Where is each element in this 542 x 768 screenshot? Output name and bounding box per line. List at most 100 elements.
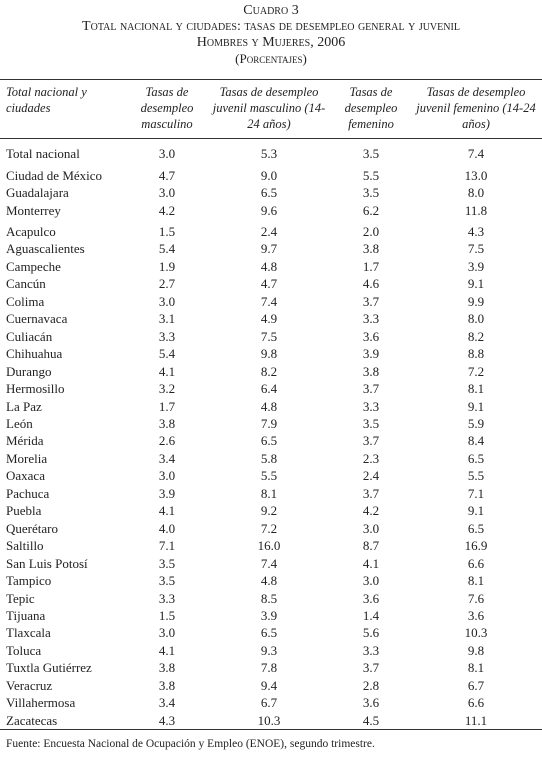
rate-cell: 3.7: [362, 293, 380, 309]
rate-cell: 1.4: [362, 608, 380, 623]
rate-cell: 9.7: [260, 241, 278, 257]
rate-cell: 3.5: [158, 555, 176, 571]
rate-cell: 4.1: [158, 363, 176, 379]
rate-cell: 7.5: [260, 328, 278, 344]
rate-cell: 9.2: [260, 503, 278, 519]
table-row: Oaxaca 3.0 5.5 2.4 5.5: [0, 467, 542, 484]
rate-cell: 4.8: [260, 573, 278, 589]
rate-cell: 7.1: [467, 485, 485, 501]
rate-cell: 3.3: [362, 398, 380, 414]
rate-cell: 2.4: [362, 468, 380, 484]
rate-cell: 3.6: [362, 590, 380, 606]
rate-cell: 3.3: [362, 642, 380, 658]
rate-cell: 8.0: [467, 311, 485, 327]
rate-cell: 3.6: [362, 695, 380, 711]
table-row: Guadalajara 3.0 6.5 3.5 8.0: [0, 184, 542, 201]
rate-cell: 3.0: [158, 185, 176, 201]
city-name: Colima: [6, 293, 45, 309]
rate-cell: 7.4: [467, 146, 485, 162]
rate-cell: 3.0: [158, 293, 176, 309]
rate-cell: 9.1: [467, 398, 485, 414]
column-header: Tasas de desempleo juvenil masculino (14…: [206, 79, 332, 139]
rate-cell: 3.6: [362, 328, 380, 344]
city-name: Pachuca: [6, 485, 50, 501]
rate-cell: 4.2: [158, 202, 176, 218]
rate-cell: 7.9: [260, 416, 278, 432]
rate-cell: 2.4: [260, 224, 278, 240]
rate-cell: 8.1: [467, 381, 485, 397]
rate-cell: 3.3: [158, 590, 176, 606]
rate-cell: 6.5: [467, 520, 485, 536]
city-name: Tampico: [6, 573, 52, 589]
city-name: Culiacán: [6, 328, 53, 344]
table-row: Morelia 3.4 5.8 2.3 6.5: [0, 450, 542, 467]
city-name: Chihuahua: [6, 346, 63, 362]
rate-cell: 3.7: [362, 381, 380, 397]
city-name: Morelia: [6, 450, 48, 466]
table-unit: (Porcentajes): [235, 51, 307, 66]
city-name: Ciudad de México: [6, 167, 103, 183]
table-head: Total nacional y ciudades Tasas de desemp…: [0, 79, 542, 139]
column-header: Tasas de desempleo juvenil femenino (14-…: [410, 79, 542, 139]
table-number: Cuadro 3: [243, 3, 299, 18]
rate-cell: 9.4: [260, 677, 278, 693]
rate-cell: 7.5: [467, 241, 485, 257]
table-row: Querétaro 4.0 7.2 3.0 6.5: [0, 520, 542, 537]
table-row: Cancún 2.7 4.7 4.6 9.1: [0, 275, 542, 292]
city-name: Tuxtla Gutiérrez: [6, 660, 92, 676]
city-name: Monterrey: [6, 202, 61, 218]
table-row: Tepic 3.3 8.5 3.6 7.6: [0, 589, 542, 606]
rate-cell: 3.4: [158, 695, 176, 711]
city-name: Acapulco: [6, 224, 56, 240]
rate-cell: 3.9: [467, 258, 485, 274]
rate-cell: 4.1: [158, 503, 176, 519]
rate-cell: 9.3: [260, 642, 278, 658]
rate-cell: 3.3: [158, 328, 176, 344]
rate-cell: 1.7: [158, 398, 176, 414]
rate-cell: 4.8: [260, 398, 278, 414]
rate-cell: 3.8: [158, 677, 176, 693]
rate-cell: 5.5: [362, 167, 380, 183]
rate-cell: 1.5: [158, 608, 176, 623]
source-note: Fuente: Encuesta Nacional de Ocupación y…: [6, 737, 375, 750]
city-name: Hermosillo: [6, 381, 65, 397]
rate-cell: 3.4: [158, 450, 176, 466]
table-row: Chihuahua 5.4 9.8 3.9 8.8: [0, 345, 542, 362]
city-name: Puebla: [6, 503, 42, 519]
rate-cell: 5.8: [260, 450, 278, 466]
rate-cell: 7.6: [467, 590, 485, 606]
rate-cell: 3.0: [158, 625, 176, 641]
rate-cell: 7.2: [467, 363, 485, 379]
rate-cell: 3.5: [158, 573, 176, 589]
rate-cell: 3.5: [362, 416, 380, 432]
rate-cell: 3.7: [362, 433, 380, 449]
table-row: Tuxtla Gutiérrez 3.8 7.8 3.7 8.1: [0, 659, 542, 676]
rate-cell: 3.9: [260, 608, 278, 623]
rate-cell: 4.7: [158, 167, 176, 183]
rate-cell: 3.0: [158, 468, 176, 484]
rate-cell: 5.4: [158, 346, 176, 362]
city-name: Tepic: [6, 590, 35, 606]
rate-cell: 7.4: [260, 293, 278, 309]
rate-cell: 8.7: [362, 538, 380, 554]
rate-cell: 1.9: [158, 258, 176, 274]
rate-cell: 6.2: [362, 202, 380, 218]
rate-cell: 1.7: [362, 258, 380, 274]
rate-cell: 9.8: [467, 642, 485, 658]
rate-cell: 3.7: [362, 485, 380, 501]
rate-cell: 9.1: [467, 503, 485, 519]
table-row: Durango 4.1 8.2 3.8 7.2: [0, 362, 542, 379]
rate-cell: 3.1: [158, 311, 176, 327]
rate-cell: 3.0: [362, 573, 380, 589]
table-title: Total nacional y ciudades: tasas de dese…: [82, 19, 460, 34]
rate-cell: 2.8: [362, 677, 380, 693]
rate-cell: 13.0: [464, 167, 488, 183]
rate-cell: 16.0: [257, 538, 281, 554]
rate-cell: 4.7: [260, 276, 278, 292]
rate-cell: 3.0: [158, 146, 176, 162]
city-name: Oaxaca: [6, 468, 45, 484]
rate-cell: 9.1: [467, 276, 485, 292]
city-name: Durango: [6, 363, 52, 379]
rate-cell: 4.1: [158, 642, 176, 658]
